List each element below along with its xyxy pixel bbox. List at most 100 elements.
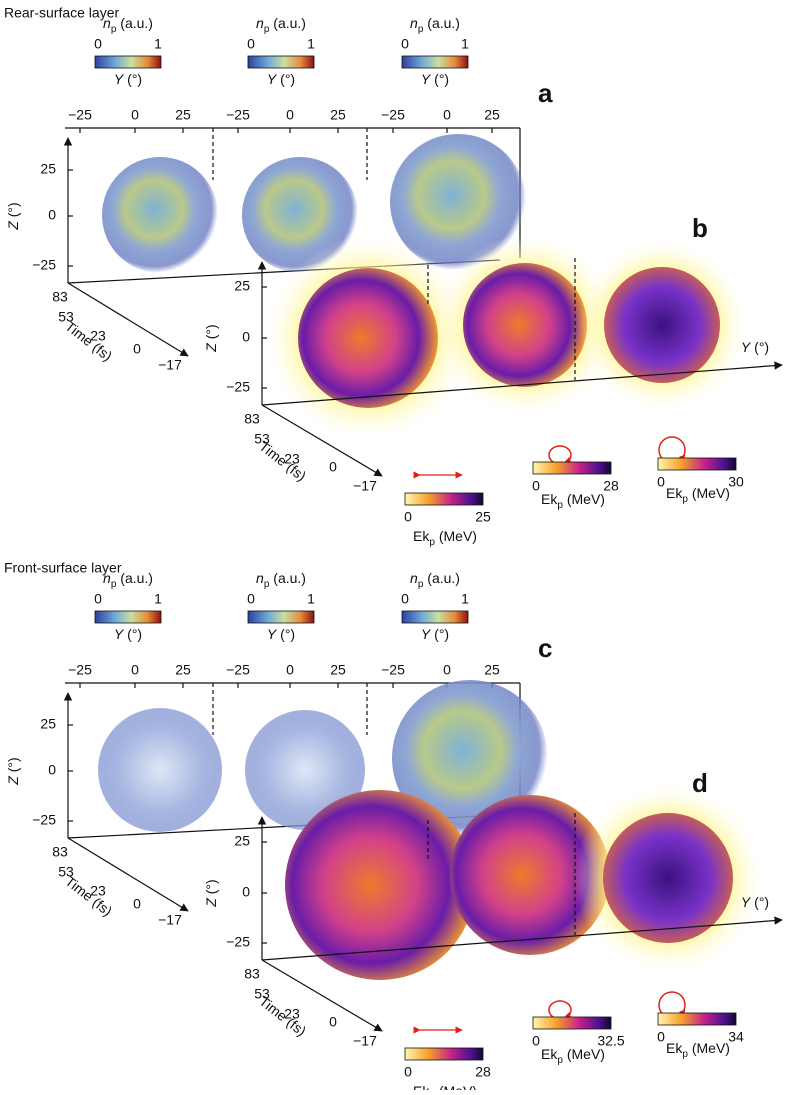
time-axis-label: Time (fs) <box>256 438 309 484</box>
z-tick-label: 25 <box>234 278 250 294</box>
colorbar-label: Ekp (MeV) <box>541 1046 605 1066</box>
colorbar-label: Ekp (MeV) <box>666 1040 730 1060</box>
colorbar-max: 30 <box>728 474 744 490</box>
colorbar-label-subscript: p <box>557 1055 563 1066</box>
colorbar-label-symbol: Ek <box>666 485 683 501</box>
colorbar-label-unit: (MeV) <box>567 1046 605 1062</box>
panel-letter: a <box>538 78 553 108</box>
colorbar-max: 1 <box>307 591 315 607</box>
y-axis-label-symbol: Y <box>741 894 752 910</box>
density-rendering <box>245 710 365 830</box>
time-tick-label: 0 <box>133 341 141 357</box>
z-tick-label: 0 <box>48 762 56 778</box>
colorbar <box>94 610 162 624</box>
colorbar-label-subscript: p <box>264 579 270 590</box>
time-axis-label: Time (fs) <box>62 318 115 364</box>
colorbar-max: 28 <box>475 1064 491 1080</box>
colorbar-label: Ekp (MeV) <box>541 491 605 511</box>
time-tick-label: 23 <box>284 1006 300 1022</box>
y-axis <box>261 916 783 961</box>
y-tick-label: 0 <box>443 107 451 123</box>
colorbar-label-symbol: Ek <box>413 1083 430 1090</box>
y-tick-label: 0 <box>286 107 294 123</box>
colorbar-label-symbol: n <box>256 15 264 31</box>
colorbar-max: 32.5 <box>597 1033 624 1049</box>
time-tick-label: −17 <box>158 912 182 928</box>
density-rendering <box>242 157 358 273</box>
colorbar-min: 0 <box>404 1064 412 1080</box>
colorbar-label-unit: (a.u.) <box>427 15 460 31</box>
colorbar <box>247 55 315 69</box>
section-title: Rear-surface layer <box>4 5 119 21</box>
time-tick-label: 83 <box>244 966 260 982</box>
y-tick-label: 0 <box>131 107 139 123</box>
colorbar-label: Ekp (MeV) <box>666 485 730 505</box>
colorbar-label-subscript: p <box>557 500 563 511</box>
time-tick-label: −17 <box>158 357 182 373</box>
y-tick-label: 25 <box>330 107 346 123</box>
energy-rendering <box>603 813 733 943</box>
colorbar-axis-label-symbol: Y <box>267 626 278 642</box>
y-axis-label-symbol: Y <box>741 339 752 355</box>
density-rendering <box>390 134 526 270</box>
colorbar-axis-label-unit: (°) <box>123 71 142 87</box>
colorbar-label-unit: (MeV) <box>692 1040 730 1056</box>
colorbar-label-subscript: p <box>418 24 424 35</box>
elliptical-polarization <box>548 1000 572 1020</box>
colorbar-axis-label-unit: (°) <box>123 626 142 642</box>
z-axis-label-symbol: Z <box>203 343 219 353</box>
colorbar-label: np (a.u.) <box>410 15 460 35</box>
time-tick-label: 23 <box>90 883 106 899</box>
colorbar-max: 28 <box>603 478 619 494</box>
time-tick-label: 83 <box>244 411 260 427</box>
colorbar-label: np (a.u.) <box>103 15 153 35</box>
colorbar-axis-label-unit: (°) <box>276 626 295 642</box>
elliptical-polarization <box>548 445 572 465</box>
colorbar-axis-label-symbol: Y <box>421 71 432 87</box>
colorbar-label-unit: (a.u.) <box>273 570 306 586</box>
colorbar <box>401 55 469 69</box>
colorbar-max: 1 <box>461 591 469 607</box>
time-tick-label: −17 <box>353 1033 377 1049</box>
colorbar-min: 0 <box>94 591 102 607</box>
colorbar-label-unit: (MeV) <box>439 1083 477 1090</box>
y-tick-label: −25 <box>226 662 250 678</box>
y-axis-label-unit: (°) <box>750 339 769 355</box>
y-tick-label: −25 <box>381 662 405 678</box>
time-tick-label: 0 <box>329 459 337 475</box>
colorbar-min: 0 <box>401 591 409 607</box>
time-tick-label: 23 <box>284 451 300 467</box>
colorbar-min: 0 <box>532 478 540 494</box>
time-axis-label: Time (fs) <box>256 993 309 1039</box>
colorbar-label: np (a.u.) <box>103 570 153 590</box>
density-rendering <box>102 157 218 273</box>
colorbar-max: 1 <box>154 36 162 52</box>
colorbar-min: 0 <box>401 36 409 52</box>
colorbar-axis-label: Y (°) <box>267 71 295 87</box>
colorbar <box>94 55 162 69</box>
colorbar-axis-label: Y (°) <box>114 71 142 87</box>
z-tick-label: −25 <box>32 257 56 273</box>
colorbar-label-symbol: Ek <box>413 528 430 544</box>
density-rendering <box>392 680 548 836</box>
colorbar-max: 1 <box>461 36 469 52</box>
y-axis-label: Y (°) <box>741 339 769 355</box>
z-axis-label-unit: (°) <box>5 757 21 776</box>
time-tick-label: 23 <box>90 328 106 344</box>
time-tick-label: 53 <box>254 431 270 447</box>
z-axis-label: Z (°) <box>203 879 219 907</box>
z-axis-label-unit: (°) <box>203 324 219 343</box>
colorbar-max: 25 <box>475 509 491 525</box>
time-tick-label: −17 <box>353 478 377 494</box>
colorbar-label-subscript: p <box>682 1049 688 1060</box>
polarization-arrow <box>679 1009 686 1016</box>
time-axis <box>261 959 383 1032</box>
y-tick-label: 0 <box>286 662 294 678</box>
y-tick-label: −25 <box>226 107 250 123</box>
colorbar-max: 1 <box>307 36 315 52</box>
colorbar <box>247 610 315 624</box>
colorbar-label-subscript: p <box>111 579 117 590</box>
colorbar <box>404 492 484 506</box>
colorbar-label: Ekp (MeV) <box>413 528 477 548</box>
colorbar-label-subscript: p <box>418 579 424 590</box>
